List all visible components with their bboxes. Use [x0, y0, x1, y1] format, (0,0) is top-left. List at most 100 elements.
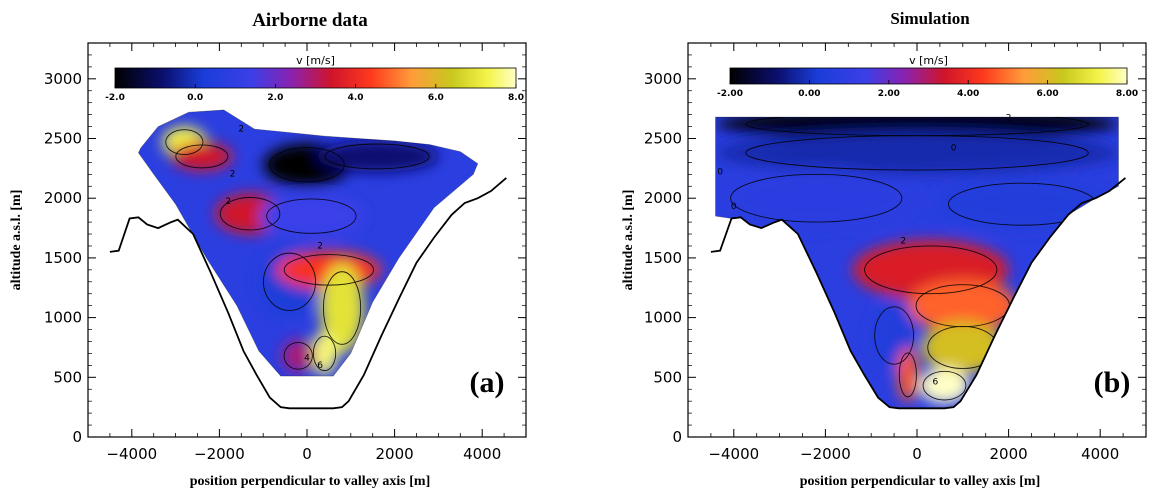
colorbar-gradient [114, 67, 517, 89]
field-blob-5 [907, 279, 1018, 332]
contour-line-6 [262, 252, 316, 311]
colorbar-tick-label: 8.00 [1116, 89, 1138, 99]
colorbar-gradient [729, 67, 1128, 85]
colorbar-tick-label: 6.00 [1036, 89, 1058, 99]
contour-line-9 [312, 335, 337, 372]
y-axis-label: altitude a.s.l. [m] [621, 190, 636, 291]
colorbar-tick-label: 4.00 [957, 89, 979, 99]
y-tick-label: 2000 [644, 189, 682, 207]
colorbar-tick-label: 8.0 [508, 93, 524, 103]
field-blob-5 [258, 194, 364, 238]
colorbar-label: v [m/s] [296, 54, 335, 67]
terrain-line [710, 177, 1126, 410]
y-tick-label: 500 [653, 368, 682, 386]
contour-line-2 [730, 173, 903, 223]
y-tick-label: 3000 [44, 70, 82, 88]
colorbar: v [m/s] -2.00 0.00 2.00 4.00 6.00 8.00 [717, 54, 1138, 99]
contour-line-8 [322, 271, 362, 345]
y-axis-label: altitude a.s.l. [m] [9, 190, 24, 291]
chart-title: Airborne data [252, 10, 368, 31]
contour-line-4 [219, 197, 281, 231]
x-tick-label: 2000 [376, 445, 414, 463]
colorbar-tick-label: 4.0 [348, 93, 364, 103]
field-base [138, 109, 478, 377]
contour-line-10 [283, 341, 313, 370]
x-axis-label: position perpendicular to valley axis [m… [800, 474, 1040, 489]
field-blobs [162, 126, 439, 375]
contour-label: 0 [951, 143, 957, 153]
panel-simulation: Simulation 0 0 0 2 2 6 −4000 −2000 0 2000 4000 0 500 1… [621, 9, 1147, 489]
field-blob-0 [715, 117, 1119, 139]
colorbar-label: v [m/s] [909, 54, 948, 67]
x-axis-label: position perpendicular to valley axis [m… [190, 474, 430, 489]
contour-label: 4 [304, 354, 310, 364]
contour-line-3 [324, 143, 430, 170]
contour-label: 0 [731, 202, 737, 212]
colorbar-tick-label: 2.0 [267, 93, 283, 103]
contour-line-5 [266, 198, 357, 234]
chart-title: Simulation [890, 9, 970, 28]
colorbar-tick-label: -2.0 [105, 93, 125, 103]
panel-airborne-data: Airborne data 2 2 2 2 64 −4000 −2000 0 2000 4000 0 5… [9, 10, 527, 489]
field-blob-2 [715, 168, 917, 229]
field-blob-9 [311, 331, 338, 375]
contour-line-7 [283, 254, 375, 286]
colorbar-tick-label: 0.0 [187, 93, 203, 103]
contour-label: 2 [1006, 114, 1012, 124]
colorbar-tick-label: -2.00 [717, 89, 743, 99]
contour-label: 6 [317, 361, 323, 371]
field-blob-8 [919, 367, 970, 404]
y-tick-label: 0 [72, 428, 82, 446]
contour-line-4 [864, 245, 998, 295]
contour-label: 2 [238, 124, 244, 134]
contour-label: 2 [230, 170, 236, 180]
field-blob-3 [935, 177, 1110, 231]
y-tick-label: 2500 [644, 130, 682, 148]
y-tick-label: 1500 [644, 249, 682, 267]
colorbar-tick-label: 0.00 [798, 89, 820, 99]
y-tick-label: 3000 [644, 70, 682, 88]
y-tick-label: 2500 [44, 130, 82, 148]
y-tick-label: 0 [672, 428, 682, 446]
terrain-line [109, 177, 507, 410]
contour-line-8 [922, 370, 967, 401]
contour-label: 0 [717, 167, 723, 177]
panel-label: (a) [470, 366, 505, 399]
x-tick-label: 4000 [1081, 445, 1119, 463]
plot-area: 2 2 2 2 64 [109, 109, 507, 410]
field-blob-10 [281, 339, 315, 373]
y-tick-label: 2000 [44, 189, 82, 207]
contour-label: 2 [317, 241, 323, 251]
field-blob-1 [715, 131, 1119, 175]
contour-line-6 [874, 306, 915, 365]
x-tick-label: −4000 [106, 445, 157, 463]
y-tick-label: 1500 [44, 249, 82, 267]
field-blob-3 [315, 140, 439, 172]
panel-label: (b) [1094, 366, 1131, 399]
field-blob-1 [171, 142, 233, 171]
velocity-field [138, 109, 478, 377]
y-tick-label: 1000 [644, 309, 682, 327]
x-tick-label: −2000 [194, 445, 245, 463]
contour-line-9 [898, 352, 917, 398]
contour-label: 2 [225, 197, 231, 207]
field-blob-7 [921, 321, 1005, 374]
contour-line-2 [269, 147, 345, 183]
y-tick-label: 500 [53, 368, 82, 386]
contour-label: 6 [932, 377, 938, 387]
colorbar-tick-label: 2.00 [878, 89, 900, 99]
plot-area: 0 0 0 2 2 6 [710, 114, 1126, 410]
data-domain-outline [138, 109, 479, 377]
contour-lines [165, 129, 430, 372]
x-tick-label: 2000 [990, 445, 1028, 463]
velocity-field [715, 117, 1119, 409]
contour-label: 2 [900, 237, 906, 247]
colorbar-tick-label: 6.0 [428, 93, 444, 103]
x-tick-label: 0 [302, 445, 312, 463]
contour-line-1 [175, 144, 229, 169]
contour-line-0 [165, 129, 204, 155]
x-tick-label: 0 [912, 445, 922, 463]
x-tick-label: −4000 [708, 445, 759, 463]
y-tick-label: 1000 [44, 309, 82, 327]
